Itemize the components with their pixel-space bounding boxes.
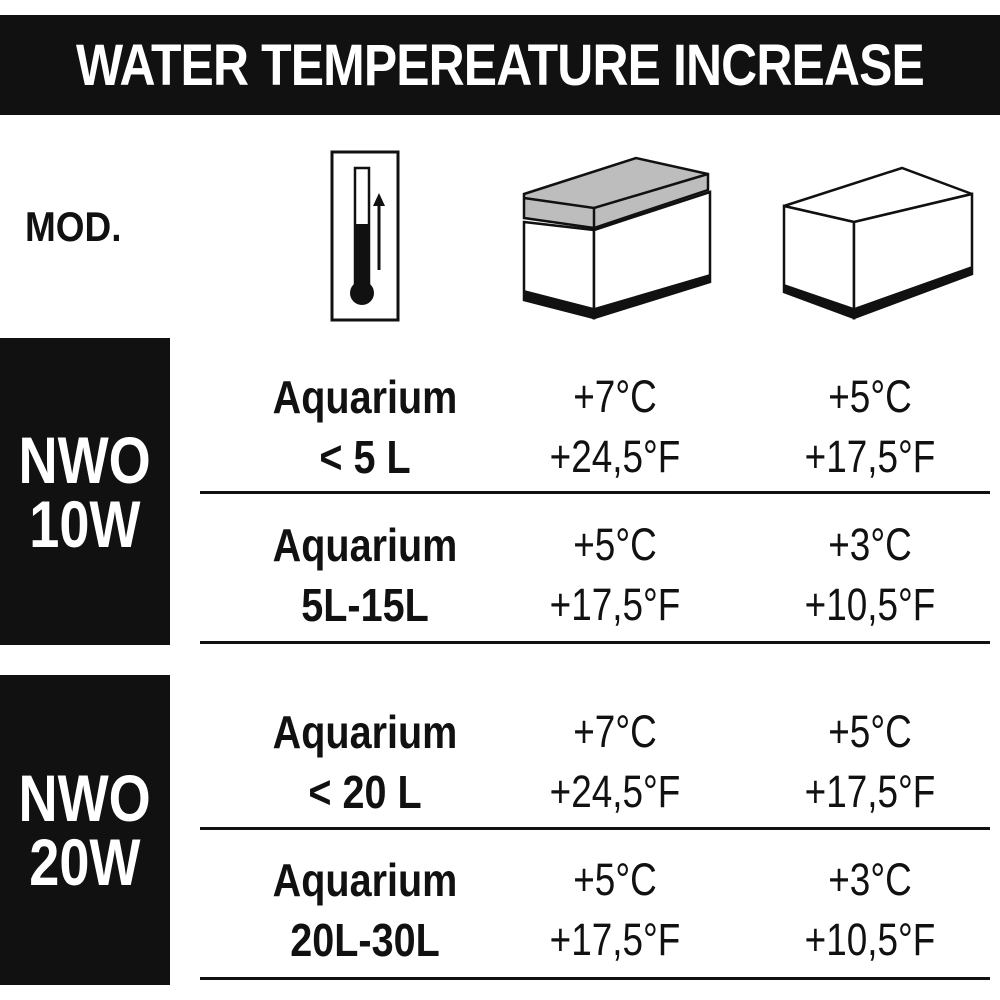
table-row: Aquarium < 20 L +7°C +24,5°F +5°C +17,5°…: [200, 680, 1000, 830]
thermometer-up-icon: [330, 150, 400, 322]
row-divider: [200, 491, 990, 494]
aquarium-size-label: Aquarium 20L-30L: [272, 854, 458, 966]
covered-tank-value: +5°C +17,5°F: [549, 854, 681, 965]
mod-label: MOD.: [25, 203, 122, 250]
model-name-line1: NWO: [18, 761, 152, 835]
model-name-line2: 10W: [29, 486, 141, 561]
table-row: Aquarium 20L-30L +5°C +17,5°F +3°C +10,5…: [200, 828, 1000, 978]
model-block-nwo-20w: NWO 20W: [0, 675, 170, 985]
aquarium-size-label: Aquarium 5L-15L: [272, 519, 458, 631]
title-bar: WATER TEMPEREATURE INCREASE: [0, 15, 1000, 115]
open-tank-value: +5°C +17,5°F: [804, 371, 936, 482]
aquarium-size-label: Aquarium < 20 L: [272, 706, 458, 818]
table-row: Aquarium < 5 L +7°C +24,5°F +5°C +17,5°F: [200, 345, 1000, 495]
table-row: Aquarium 5L-15L +5°C +17,5°F +3°C +10,5°…: [200, 493, 1000, 643]
row-divider: [200, 977, 990, 980]
row-divider: [200, 641, 990, 644]
aquarium-size-label: Aquarium < 5 L: [272, 371, 458, 483]
covered-tank-value: +7°C +24,5°F: [549, 371, 681, 482]
covered-aquarium-icon: [522, 156, 712, 320]
open-tank-value: +3°C +10,5°F: [804, 854, 936, 965]
covered-tank-value: +7°C +24,5°F: [549, 706, 681, 817]
open-tank-value: +5°C +17,5°F: [804, 706, 936, 817]
open-aquarium-icon: [782, 166, 974, 320]
model-name-line2: 20W: [29, 825, 141, 899]
row-divider: [200, 827, 990, 830]
page-title: WATER TEMPEREATURE INCREASE: [76, 32, 925, 98]
open-tank-value: +3°C +10,5°F: [804, 519, 936, 630]
model-block-nwo-10w: NWO 10W: [0, 338, 170, 645]
model-name-line1: NWO: [18, 422, 152, 497]
covered-tank-value: +5°C +17,5°F: [549, 519, 681, 630]
